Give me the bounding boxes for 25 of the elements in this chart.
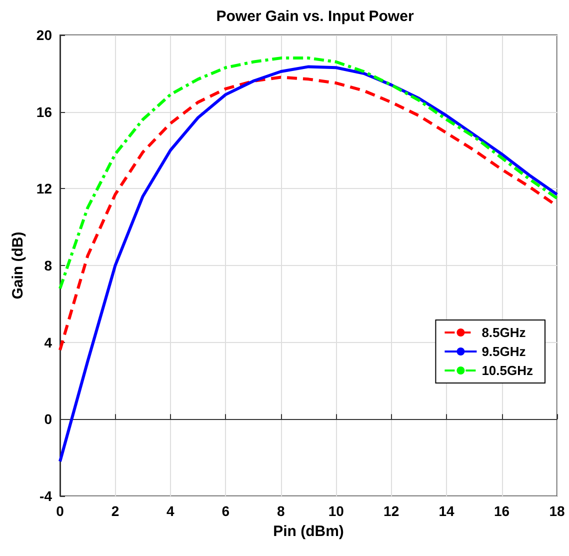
- x-tick-label: 16: [494, 503, 510, 519]
- y-tick-label: 16: [36, 104, 52, 120]
- x-axis-title: Pin (dBm): [273, 523, 344, 540]
- line-series: [58, 56, 558, 290]
- y-tick-label: 20: [36, 27, 52, 43]
- legend-label: 10.5GHz: [482, 363, 534, 378]
- legend-label: 8.5GHz: [482, 325, 526, 340]
- y-tick-label: 8: [44, 258, 52, 274]
- x-tick-label: 2: [111, 503, 120, 519]
- x-tick-label: 10: [328, 503, 344, 519]
- x-tick-label: 18: [549, 503, 565, 519]
- x-tick-label: 8: [276, 503, 285, 519]
- x-tick-label: 14: [438, 503, 455, 519]
- y-axis-title: Gain (dB): [10, 232, 27, 300]
- line-series: [58, 65, 558, 463]
- y-tick-label: 4: [44, 334, 52, 350]
- x-tick-label: 12: [384, 503, 400, 519]
- chart-title: Power Gain vs. Input Power: [216, 8, 414, 25]
- y-tick-label: 0: [44, 411, 52, 428]
- legend-label: 9.5GHz: [482, 344, 526, 359]
- x-tick-label: 4: [166, 503, 175, 519]
- y-tick-label: 12: [36, 180, 52, 197]
- x-tick-label: 6: [222, 503, 230, 519]
- x-tick-label: 0: [56, 503, 64, 519]
- y-tick-label: -4: [40, 488, 52, 504]
